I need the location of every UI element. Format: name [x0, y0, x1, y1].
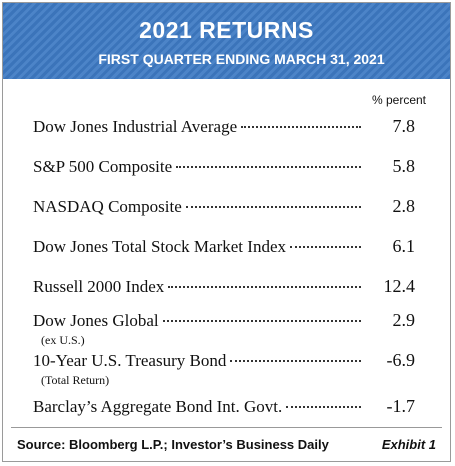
row-label: 10-Year U.S. Treasury Bond: [33, 351, 227, 370]
row-note: (Total Return): [41, 373, 110, 387]
row-value: -1.7: [386, 396, 416, 416]
leader-dots: [168, 286, 361, 288]
table-row: NASDAQ Composite 2.8: [33, 196, 415, 220]
row-value: -6.9: [386, 350, 416, 370]
row-label: Barclay’s Aggregate Bond Int. Govt.: [33, 397, 283, 416]
title: 2021 RETURNS: [139, 17, 314, 43]
source: Source: Bloomberg L.P.; Investor’s Busin…: [17, 437, 329, 452]
row-label: S&P 500 Composite: [33, 157, 173, 176]
leader-dots: [289, 246, 361, 248]
column-header: % percent: [371, 93, 426, 107]
row-value: 7.8: [392, 116, 416, 136]
returns-card: 2021 RETURNS FIRST QUARTER ENDING MARCH …: [2, 2, 451, 462]
leader-dots: [286, 406, 361, 408]
leader-dots: [230, 360, 361, 362]
row-value: 5.8: [392, 156, 416, 176]
leader-dots: [176, 166, 361, 168]
row-value: 6.1: [392, 236, 416, 256]
table-row: Russell 2000 Index 12.4: [33, 276, 415, 300]
table-row: Dow Jones Industrial Average 7.8: [33, 116, 415, 140]
row-label: Dow Jones Global: [33, 311, 159, 330]
leader-dots: [162, 320, 361, 322]
leader-dots: [185, 206, 361, 208]
row-label: Russell 2000 Index: [33, 277, 165, 296]
table-row: S&P 500 Composite 5.8: [33, 156, 415, 180]
divider: [11, 427, 442, 428]
row-label: Dow Jones Industrial Average: [33, 117, 238, 136]
row-value: 12.4: [383, 276, 416, 296]
table-row: 10-Year U.S. Treasury Bond -6.9: [33, 350, 415, 374]
row-value: 2.9: [392, 310, 416, 330]
subtitle: FIRST QUARTER ENDING MARCH 31, 2021: [98, 51, 385, 67]
table-row: Dow Jones Total Stock Market Index 6.1: [33, 236, 415, 260]
row-label: NASDAQ Composite: [33, 197, 182, 216]
exhibit-label: Exhibit 1: [381, 437, 436, 452]
table-row: Barclay’s Aggregate Bond Int. Govt. -1.7: [33, 396, 415, 420]
header-band: 2021 RETURNS FIRST QUARTER ENDING MARCH …: [3, 3, 450, 79]
row-note: (ex U.S.): [41, 333, 85, 347]
leader-dots: [241, 126, 361, 128]
table-row: Dow Jones Global 2.9: [33, 310, 415, 334]
row-label: Dow Jones Total Stock Market Index: [33, 237, 286, 256]
row-value: 2.8: [392, 196, 416, 216]
